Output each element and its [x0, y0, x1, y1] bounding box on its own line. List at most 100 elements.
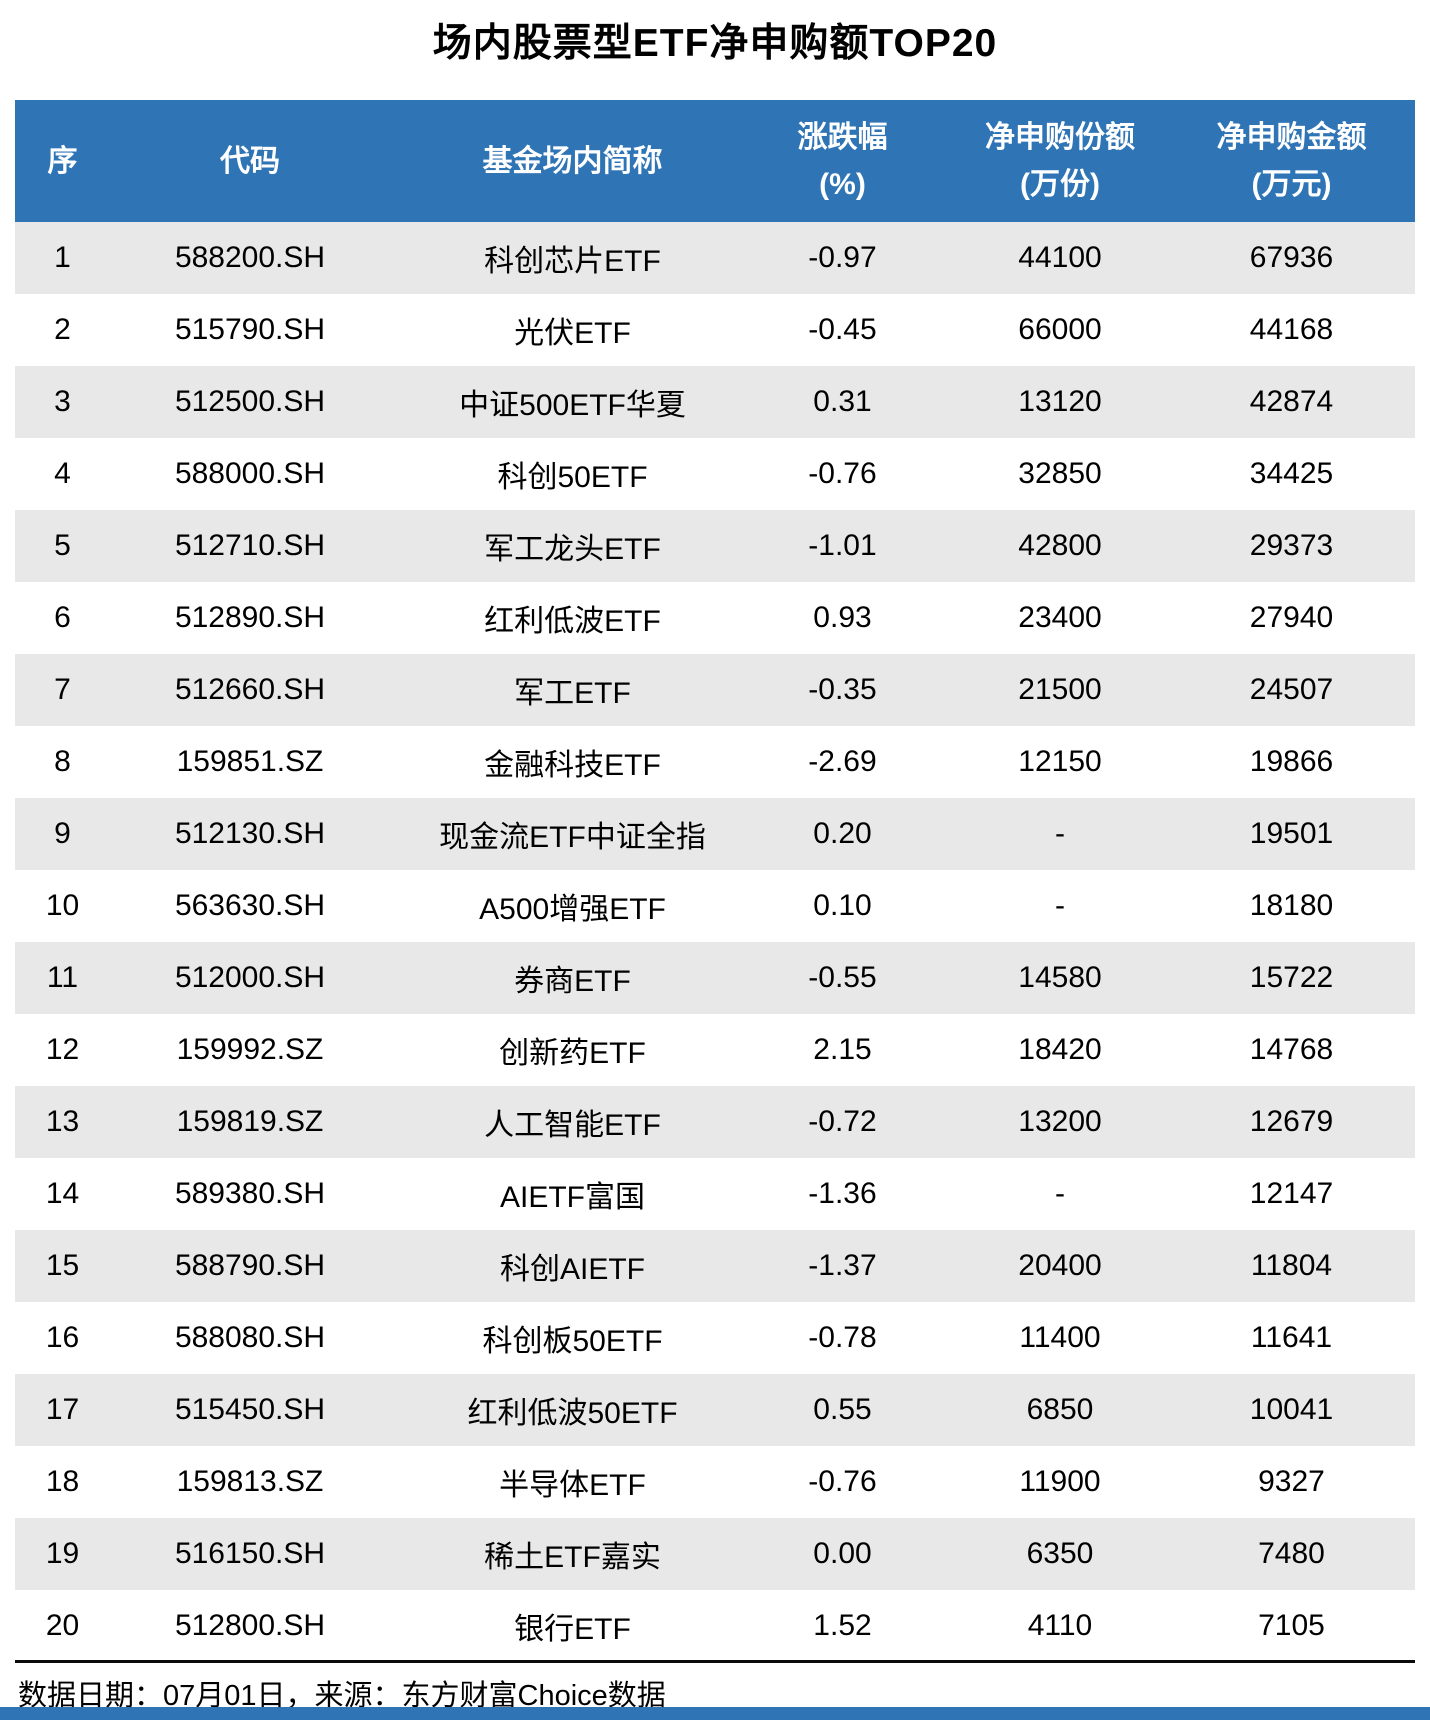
- cell-name: 人工智能ETF: [390, 1086, 755, 1158]
- cell-change-pct: -0.78: [755, 1302, 930, 1374]
- header-fund-name: 基金场内简称: [390, 100, 755, 222]
- cell-code: 515450.SH: [110, 1374, 390, 1446]
- cell-rank: 6: [15, 582, 110, 654]
- cell-change-pct: 0.55: [755, 1374, 930, 1446]
- cell-code: 512000.SH: [110, 942, 390, 1014]
- cell-net-sub-amount: 7105: [1190, 1590, 1415, 1662]
- table-row: 5 512710.SH 军工龙头ETF -1.01 42800 29373: [15, 510, 1415, 582]
- table-row: 2 515790.SH 光伏ETF -0.45 66000 44168: [15, 294, 1415, 366]
- cell-net-sub-shares: 18420: [930, 1014, 1190, 1086]
- cell-change-pct: 1.52: [755, 1590, 930, 1662]
- cell-change-pct: 2.15: [755, 1014, 930, 1086]
- footer-source-note: 数据日期：07月01日，来源：东方财富Choice数据: [18, 1680, 666, 1712]
- cell-code: 512660.SH: [110, 654, 390, 726]
- cell-net-sub-shares: 6350: [930, 1518, 1190, 1590]
- cell-code: 563630.SH: [110, 870, 390, 942]
- cell-code: 588790.SH: [110, 1230, 390, 1302]
- cell-rank: 15: [15, 1230, 110, 1302]
- header-net-sub-amount: 净申购金额 (万元): [1190, 100, 1415, 222]
- cell-name: A500增强ETF: [390, 870, 755, 942]
- cell-change-pct: -1.37: [755, 1230, 930, 1302]
- etf-table-header: 序 代码 基金场内简称 涨跌幅 (%) 净申购份额 (万份): [15, 100, 1415, 222]
- table-row: 8 159851.SZ 金融科技ETF -2.69 12150 19866: [15, 726, 1415, 798]
- cell-net-sub-shares: 13120: [930, 366, 1190, 438]
- cell-net-sub-shares: 42800: [930, 510, 1190, 582]
- cell-change-pct: 0.93: [755, 582, 930, 654]
- cell-change-pct: -0.45: [755, 294, 930, 366]
- header-code: 代码: [110, 100, 390, 222]
- table-row: 10 563630.SH A500增强ETF 0.10-18180: [15, 870, 1415, 942]
- header-row: 序 代码 基金场内简称 涨跌幅 (%) 净申购份额 (万份): [15, 100, 1415, 222]
- cell-net-sub-amount: 19501: [1190, 798, 1415, 870]
- cell-net-sub-shares: 66000: [930, 294, 1190, 366]
- cell-net-sub-shares: 44100: [930, 222, 1190, 294]
- etf-table: 序 代码 基金场内简称 涨跌幅 (%) 净申购份额 (万份): [15, 100, 1415, 1662]
- cell-code: 588080.SH: [110, 1302, 390, 1374]
- cell-code: 515790.SH: [110, 294, 390, 366]
- cell-net-sub-shares: -: [930, 870, 1190, 942]
- cell-rank: 8: [15, 726, 110, 798]
- cell-net-sub-amount: 15722: [1190, 942, 1415, 1014]
- cell-name: 科创50ETF: [390, 438, 755, 510]
- cell-code: 516150.SH: [110, 1518, 390, 1590]
- cell-net-sub-shares: 4110: [930, 1590, 1190, 1662]
- cell-name: 银行ETF: [390, 1590, 755, 1662]
- header-label: 净申购份额: [985, 121, 1135, 154]
- cell-change-pct: 0.31: [755, 366, 930, 438]
- cell-rank: 11: [15, 942, 110, 1014]
- cell-name: 军工龙头ETF: [390, 510, 755, 582]
- cell-net-sub-shares: 20400: [930, 1230, 1190, 1302]
- cell-name: 科创板50ETF: [390, 1302, 755, 1374]
- table-row: 6 512890.SH 红利低波ETF 0.93 23400 27940: [15, 582, 1415, 654]
- cell-net-sub-amount: 44168: [1190, 294, 1415, 366]
- cell-net-sub-shares: 6850: [930, 1374, 1190, 1446]
- cell-net-sub-amount: 42874: [1190, 366, 1415, 438]
- table-row: 12 159992.SZ 创新药ETF 2.15 18420 14768: [15, 1014, 1415, 1086]
- header-sublabel: (万份): [1020, 168, 1100, 201]
- cell-rank: 1: [15, 222, 110, 294]
- cell-name: 光伏ETF: [390, 294, 755, 366]
- cell-net-sub-shares: 32850: [930, 438, 1190, 510]
- table-row: 14 589380.SH AIETF富国 -1.36-12147: [15, 1158, 1415, 1230]
- header-label: 序: [47, 144, 78, 178]
- cell-rank: 17: [15, 1374, 110, 1446]
- table-row: 11 512000.SH 券商ETF -0.55 14580 15722: [15, 942, 1415, 1014]
- cell-change-pct: -0.35: [755, 654, 930, 726]
- table-row: 18 159813.SZ 半导体ETF -0.76 11900 9327: [15, 1446, 1415, 1518]
- cell-net-sub-amount: 67936: [1190, 222, 1415, 294]
- cell-net-sub-amount: 11804: [1190, 1230, 1415, 1302]
- cell-name: 科创AIETF: [390, 1230, 755, 1302]
- cell-net-sub-amount: 27940: [1190, 582, 1415, 654]
- cell-net-sub-amount: 10041: [1190, 1374, 1415, 1446]
- header-label: 净申购金额: [1216, 121, 1367, 154]
- cell-code: 159992.SZ: [110, 1014, 390, 1086]
- cell-net-sub-amount: 12679: [1190, 1086, 1415, 1158]
- cell-code: 512800.SH: [110, 1590, 390, 1662]
- cell-rank: 9: [15, 798, 110, 870]
- cell-code: 512130.SH: [110, 798, 390, 870]
- cell-rank: 13: [15, 1086, 110, 1158]
- cell-change-pct: -0.72: [755, 1086, 930, 1158]
- cell-change-pct: -1.36: [755, 1158, 930, 1230]
- cell-rank: 10: [15, 870, 110, 942]
- cell-net-sub-amount: 19866: [1190, 726, 1415, 798]
- header-sublabel: (%): [819, 168, 866, 201]
- table-row: 15 588790.SH 科创AIETF -1.37 20400 11804: [15, 1230, 1415, 1302]
- page-title: 场内股票型ETF净申购额TOP20: [432, 22, 998, 65]
- table-row: 9 512130.SH 现金流ETF中证全指 0.20-19501: [15, 798, 1415, 870]
- cell-name: 创新药ETF: [390, 1014, 755, 1086]
- table-row: 1 588200.SH 科创芯片ETF -0.97 44100 67936: [15, 222, 1415, 294]
- cell-net-sub-shares: -: [930, 798, 1190, 870]
- header-net-sub-shares: 净申购份额 (万份): [930, 100, 1190, 222]
- cell-code: 159851.SZ: [110, 726, 390, 798]
- cell-name: 券商ETF: [390, 942, 755, 1014]
- table-row: 19 516150.SH 稀土ETF嘉实 0.00 6350 7480: [15, 1518, 1415, 1590]
- cell-code: 588000.SH: [110, 438, 390, 510]
- cell-change-pct: -0.76: [755, 1446, 930, 1518]
- cell-net-sub-amount: 24507: [1190, 654, 1415, 726]
- header-label: 代码: [220, 144, 280, 178]
- cell-net-sub-amount: 29373: [1190, 510, 1415, 582]
- cell-code: 512890.SH: [110, 582, 390, 654]
- cell-net-sub-amount: 34425: [1190, 438, 1415, 510]
